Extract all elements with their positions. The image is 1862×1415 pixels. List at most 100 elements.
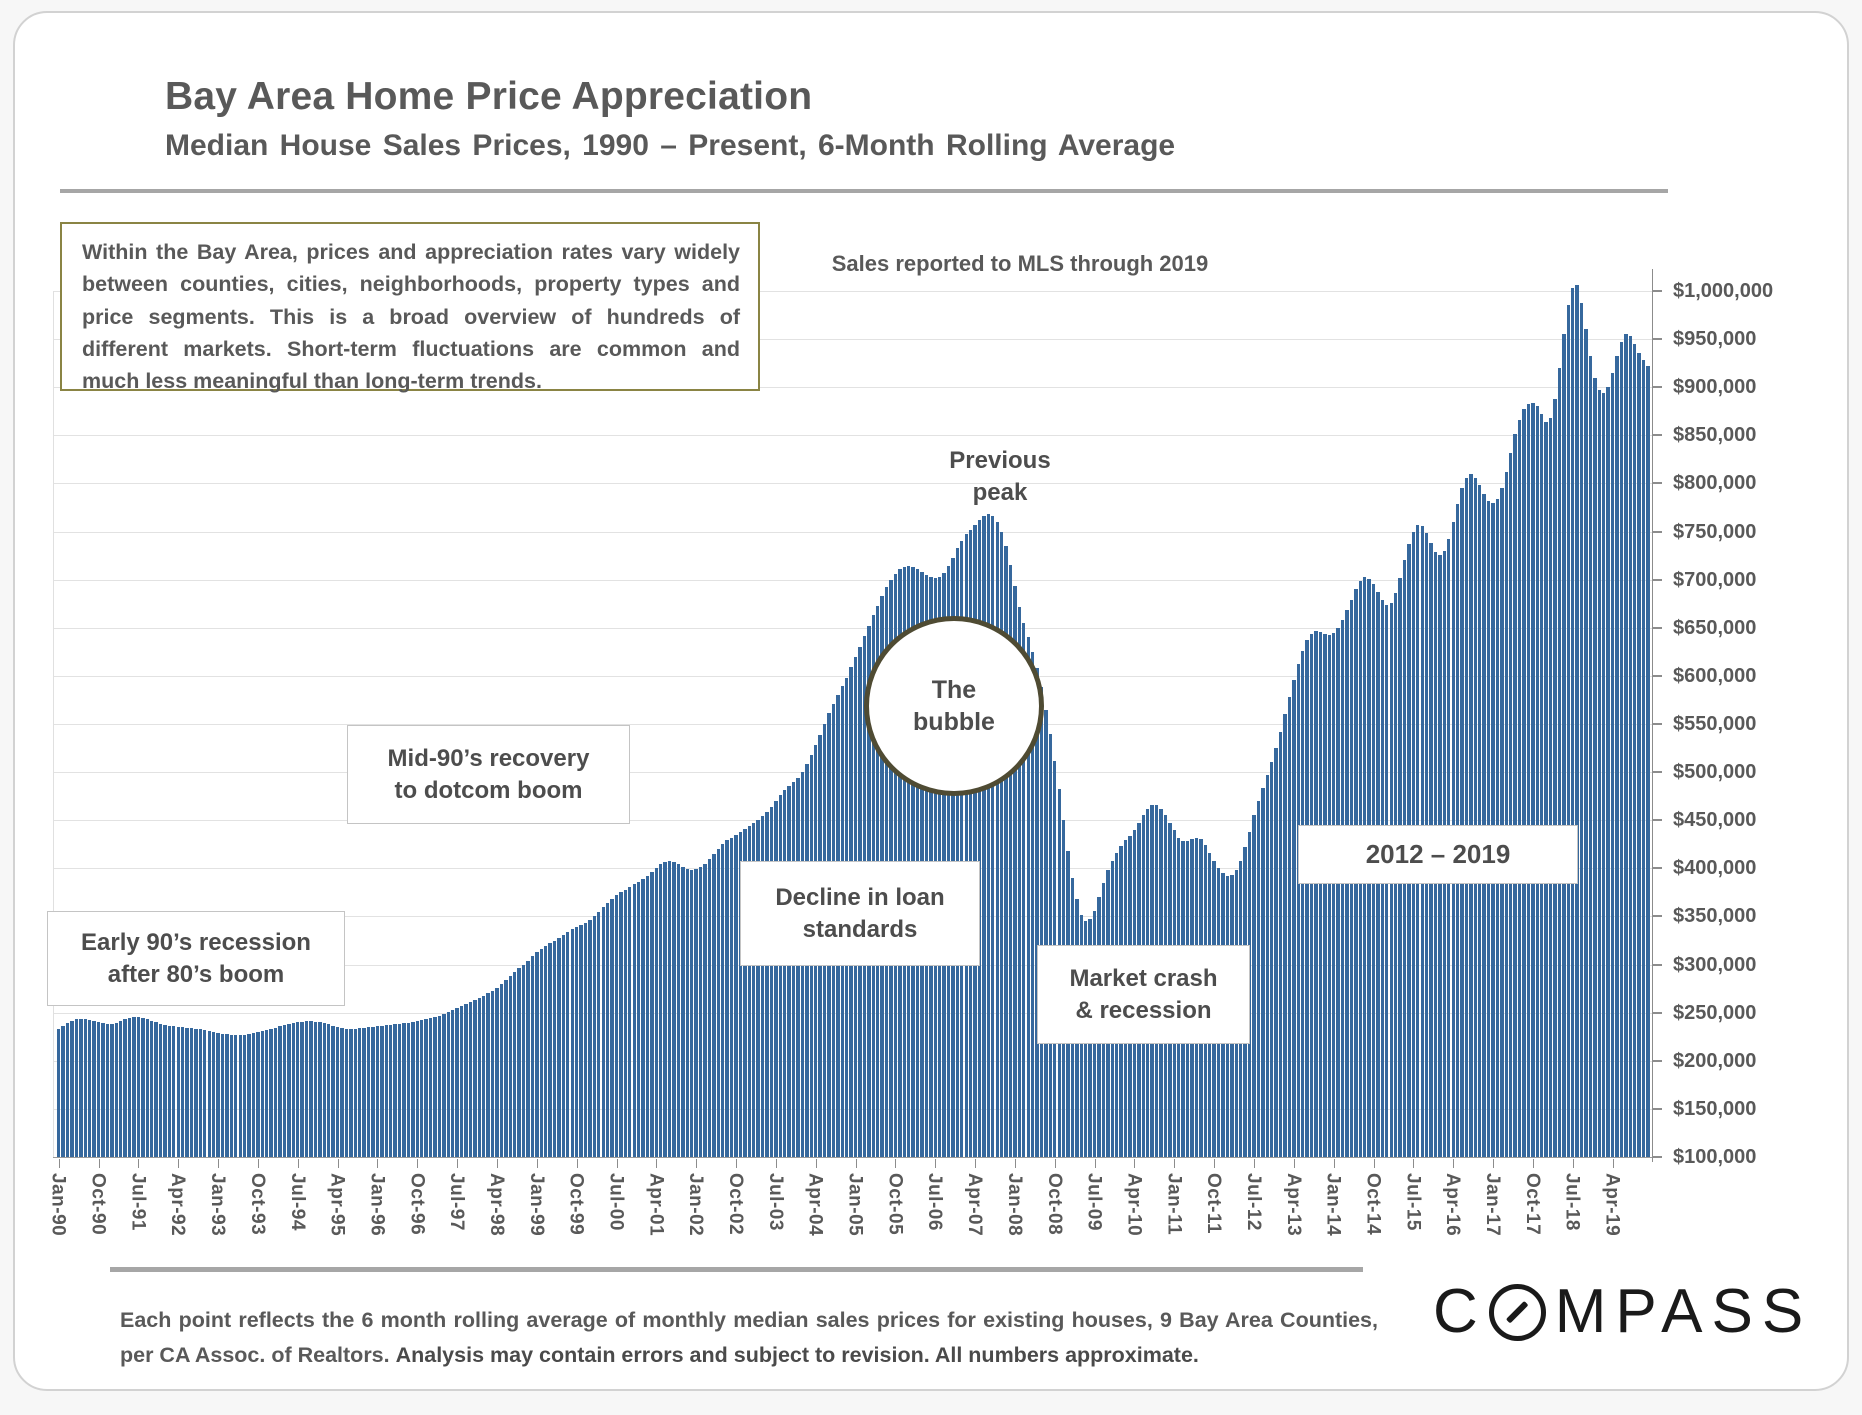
x-tick-mark: [736, 1159, 738, 1168]
bar: [796, 777, 800, 1157]
bar: [1022, 622, 1026, 1157]
bar: [278, 1026, 282, 1157]
bar: [371, 1027, 375, 1157]
bar: [1004, 545, 1008, 1157]
bar: [189, 1028, 194, 1157]
gridline: [53, 387, 1652, 389]
x-tick-mark: [576, 1159, 578, 1168]
y-tick-mark: [1652, 819, 1662, 822]
y-tick-mark: [1652, 1059, 1662, 1062]
bar: [123, 1019, 127, 1157]
intro-note-text: Within the Bay Area, prices and apprecia…: [82, 240, 740, 393]
y-tick-mark: [1652, 867, 1662, 870]
bar: [685, 869, 690, 1157]
bar: [313, 1022, 318, 1157]
bar: [393, 1024, 397, 1157]
bar: [415, 1021, 419, 1157]
bar: [747, 825, 751, 1157]
annotation-mid-90s-recovery: Mid-90’s recovery to dotcom boom: [347, 725, 630, 824]
bar: [451, 1009, 455, 1157]
bar: [322, 1023, 326, 1157]
bar: [247, 1033, 251, 1157]
y-tick-label: $650,000: [1673, 616, 1757, 639]
bar: [1269, 762, 1274, 1157]
bar: [1287, 697, 1292, 1157]
bar: [951, 557, 955, 1157]
x-tick-mark: [58, 1159, 60, 1168]
bar: [783, 790, 787, 1157]
bar: [548, 943, 552, 1157]
annotation-the-bubble-circle: The bubble: [864, 616, 1044, 796]
bar: [110, 1024, 114, 1157]
y-tick-label: $1,000,000: [1673, 280, 1774, 302]
bar: [172, 1026, 176, 1157]
bar: [756, 820, 760, 1157]
bar: [291, 1023, 296, 1157]
bottom-divider: [110, 1267, 1363, 1272]
bar: [628, 886, 632, 1157]
bar: [420, 1020, 424, 1157]
bar: [1261, 787, 1265, 1157]
bar: [141, 1018, 145, 1157]
bar: [1531, 402, 1535, 1157]
x-tick-label: Jan-93: [207, 1173, 229, 1237]
bar: [1252, 815, 1256, 1157]
bar: [698, 867, 703, 1157]
annotation-early-90s-recession: Early 90’s recession after 80’s boom: [47, 911, 345, 1006]
bar: [490, 990, 495, 1157]
bar: [535, 952, 539, 1157]
x-tick-label: Apr-07: [964, 1173, 986, 1237]
bar: [1504, 471, 1509, 1157]
bar: [180, 1027, 185, 1157]
bar: [614, 895, 619, 1157]
bar: [473, 1000, 477, 1157]
x-tick-mark: [178, 1159, 180, 1168]
bar: [1548, 418, 1553, 1157]
bar: [1509, 452, 1513, 1157]
x-tick-label: Jan-11: [1163, 1173, 1185, 1236]
y-tick-label: $300,000: [1673, 953, 1757, 976]
bar: [1292, 679, 1296, 1157]
bar: [282, 1025, 287, 1157]
y-tick-mark: [1652, 290, 1662, 292]
bar: [1305, 640, 1309, 1157]
bar: [743, 828, 747, 1157]
footnote: Each point reflects the 6 month rolling …: [120, 1303, 1378, 1373]
x-tick-mark: [1014, 1159, 1016, 1168]
x-tick-label: Jan-08: [1003, 1173, 1025, 1237]
bar: [610, 899, 614, 1157]
x-tick-mark: [457, 1159, 459, 1168]
bar: [1579, 302, 1584, 1157]
bar: [1562, 334, 1566, 1157]
bar: [721, 844, 725, 1157]
bar: [1526, 403, 1531, 1157]
bar: [406, 1023, 411, 1157]
top-divider: [60, 189, 1668, 193]
bar: [1588, 356, 1593, 1157]
bar: [353, 1029, 357, 1157]
bar: [229, 1034, 234, 1157]
bar: [358, 1028, 362, 1157]
bar: [105, 1024, 110, 1157]
bar: [716, 849, 720, 1157]
annotation-2012-2019: 2012 – 2019: [1298, 825, 1578, 884]
bar: [703, 863, 707, 1157]
bar: [1473, 477, 1478, 1157]
bar: [1557, 367, 1562, 1157]
y-tick-label: $700,000: [1673, 568, 1757, 591]
bar: [384, 1025, 388, 1157]
bar: [1615, 356, 1619, 1157]
bar: [1513, 434, 1517, 1157]
x-tick-label: Oct-14: [1362, 1173, 1384, 1236]
bar: [389, 1025, 393, 1157]
bar: [1610, 372, 1615, 1157]
y-tick-label: $150,000: [1673, 1097, 1757, 1120]
x-tick-mark: [975, 1159, 977, 1168]
x-tick-mark: [138, 1159, 140, 1168]
y-tick-mark: [1652, 1107, 1662, 1110]
x-tick-label: Apr-92: [167, 1173, 189, 1237]
bar: [83, 1019, 87, 1157]
bar: [1300, 650, 1305, 1157]
bar: [1340, 620, 1345, 1157]
intro-note-box: Within the Bay Area, prices and apprecia…: [60, 222, 760, 393]
